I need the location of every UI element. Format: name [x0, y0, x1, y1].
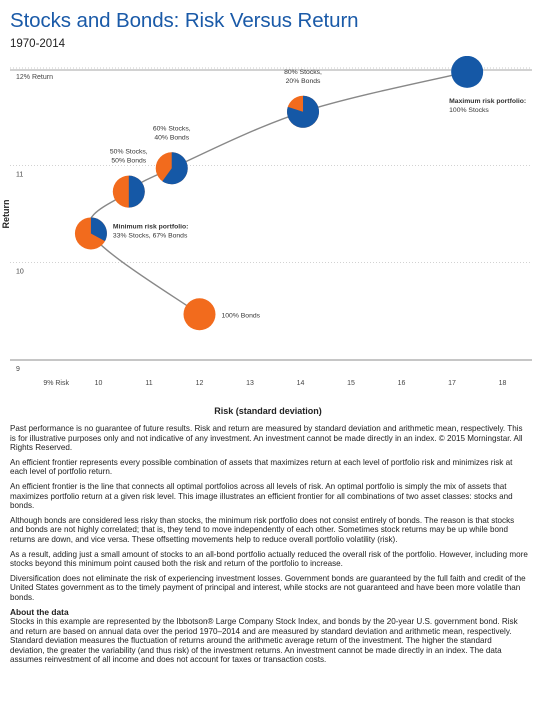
stocks-slice [128, 175, 145, 208]
point-label: 60% Stocks, [153, 125, 191, 132]
page-subtitle: 1970-2014 [10, 38, 65, 50]
point-label: 100% Bonds [222, 312, 261, 319]
stocks-slice [162, 152, 188, 185]
grid-lines [10, 67, 532, 361]
disclosure-notes: Past performance is no guarantee of futu… [10, 424, 528, 670]
x-tick-label: 16 [398, 380, 406, 387]
pie-marker [112, 175, 145, 208]
portfolio-labels: 100% Bonds Minimum risk portfolio: 33% Sto… [110, 69, 526, 319]
x-tick-label: 9% Risk [43, 380, 69, 387]
stocks-slice [287, 95, 320, 128]
x-tick-label: 18 [499, 380, 507, 387]
portfolio-points [74, 56, 484, 331]
x-tick-label: 11 [145, 380, 152, 387]
pie-marker [287, 95, 320, 128]
y-tick-label: 9 [16, 366, 20, 373]
pie-marker [451, 56, 484, 88]
point-label: 20% Bonds [286, 78, 321, 85]
note-efficient-frontier-definition: An efficient frontier represents every p… [10, 457, 513, 477]
x-tick-label: 15 [347, 380, 355, 387]
about-data-text: Stocks in this example are represented b… [10, 617, 518, 665]
pie-marker [74, 217, 107, 250]
x-tick-label: 13 [246, 380, 254, 387]
y-tick-label: 11 [16, 171, 23, 178]
risk-return-chart: 100% Bonds Minimum risk portfolio: 33% Sto… [1, 56, 532, 416]
x-tick-label: 17 [448, 380, 456, 387]
y-axis-title: Return [1, 200, 11, 229]
point-label: 80% Stocks, [284, 69, 322, 76]
point-label: 50% Stocks, [110, 149, 148, 156]
point-label: Minimum risk portfolio: [113, 223, 189, 230]
y-tick-label: 10 [16, 269, 24, 276]
x-tick-label: 14 [297, 380, 305, 387]
stocks-slice [451, 56, 484, 88]
note-minimum-risk: Although bonds are considered less risky… [10, 515, 515, 544]
point-label: 33% Stocks, 67% Bonds [113, 232, 188, 239]
point-label: 40% Bonds [154, 134, 189, 141]
note-diversification: Diversification does not eliminate the r… [10, 573, 526, 602]
note-efficient-frontier-line: An efficient frontier is the line that c… [10, 481, 513, 511]
efficient-frontier-curve [87, 71, 468, 315]
y-tick-label: 12% Return [16, 74, 53, 81]
bonds-slice [183, 298, 216, 331]
axes: 9 10 11 12% Return 9% Risk 10 11 12 13 14 15 16 17 18… [1, 74, 506, 416]
frontier-line [87, 71, 468, 315]
point-label: Maximum risk portfolio: [449, 98, 526, 105]
about-data-heading: About the data [10, 606, 69, 617]
note-past-performance: Past performance is no guarantee of futu… [10, 424, 523, 453]
x-tick-label: 12 [196, 380, 204, 387]
page-title: Stocks and Bonds: Risk Versus Return [10, 9, 359, 32]
pie-marker [155, 152, 188, 185]
note-adding-stocks: As a result, adding just a small amount … [10, 549, 528, 569]
stocks-slice [90, 217, 107, 242]
x-tick-label: 10 [95, 380, 103, 387]
x-axis-title: Risk (standard deviation) [214, 406, 322, 416]
point-label: 100% Stocks [449, 107, 489, 114]
pie-marker [183, 298, 216, 331]
point-label: 50% Bonds [111, 158, 146, 165]
